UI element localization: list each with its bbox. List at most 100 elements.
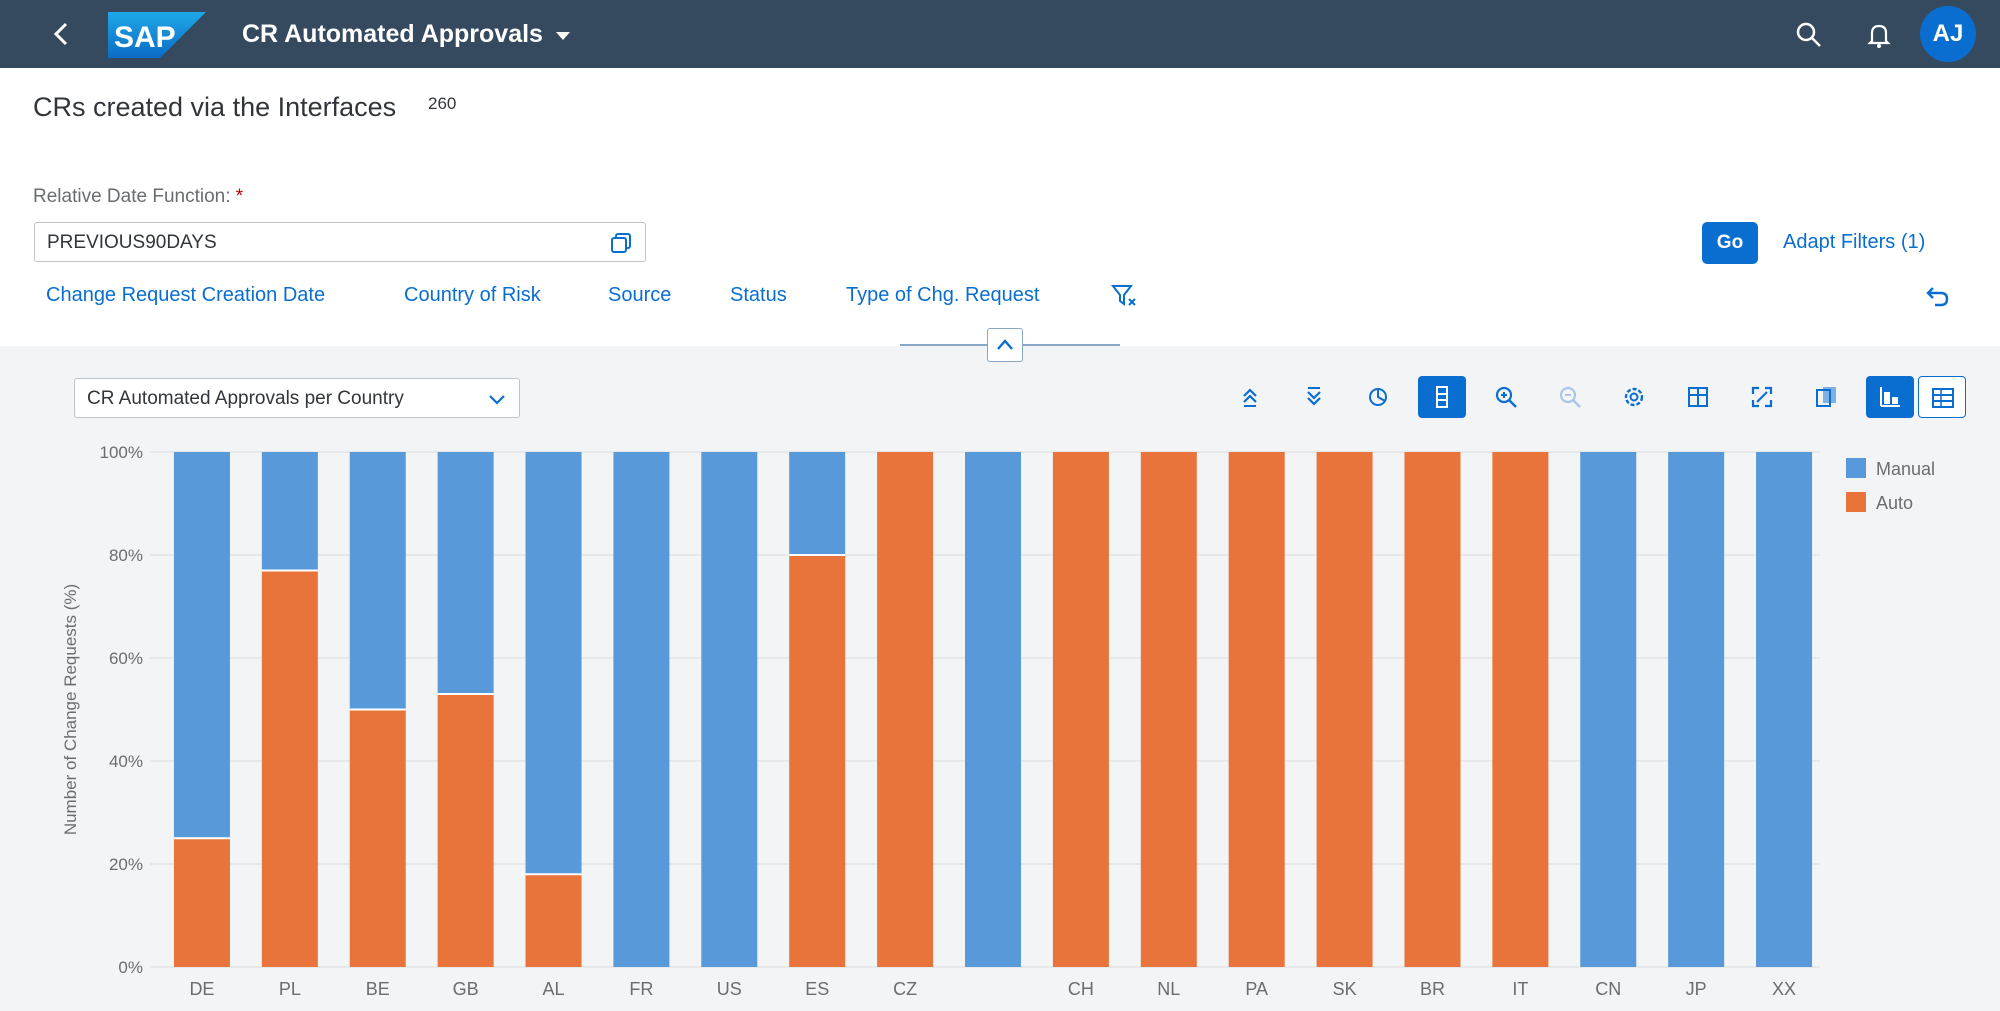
- bar-manual-AL: [525, 452, 582, 875]
- x-tick-label: IT: [1512, 979, 1528, 999]
- y-tick-label: 0%: [118, 958, 143, 977]
- settings-button[interactable]: [1610, 376, 1658, 418]
- date-function-value[interactable]: PREVIOUS90DAYS: [47, 232, 217, 253]
- shell-bar: SAP CR Automated Approvals AJ: [0, 0, 2000, 68]
- date-function-input[interactable]: PREVIOUS90DAYS: [34, 222, 646, 262]
- x-tick-label: JP: [1686, 979, 1707, 999]
- notifications-bell-icon[interactable]: [1864, 20, 1894, 50]
- bar-manual-GB: [437, 452, 494, 695]
- sap-logo[interactable]: SAP: [108, 12, 206, 58]
- bar-manual-FR: [613, 452, 670, 967]
- app-title-menu[interactable]: CR Automated Approvals: [242, 20, 543, 48]
- chevron-up-icon[interactable]: [988, 329, 1022, 361]
- bar-view-icon: [1436, 386, 1448, 408]
- bar-auto-PA: [1228, 452, 1285, 967]
- x-tick-label: PL: [279, 979, 301, 999]
- x-tick-label: GB: [453, 979, 479, 999]
- bar-auto-NL: [1140, 452, 1197, 967]
- required-mark: *: [235, 186, 244, 207]
- legend-swatch-manual: [1846, 458, 1866, 478]
- go-button[interactable]: Go: [1702, 222, 1758, 264]
- x-tick-label: US: [717, 979, 742, 999]
- record-count: 260: [428, 94, 457, 113]
- bar-auto-SK: [1316, 452, 1373, 967]
- y-tick-label: 20%: [109, 855, 143, 874]
- x-tick-label: ES: [805, 979, 829, 999]
- bar-auto-GB: [437, 694, 494, 967]
- collapse-header-button[interactable]: [987, 328, 1023, 362]
- x-tick-label: XX: [1772, 979, 1796, 999]
- drill-down-icon: [1307, 387, 1321, 406]
- bar-manual-US: [701, 452, 758, 967]
- bar-manual-PL: [261, 452, 318, 571]
- app-menu-caret-icon[interactable]: [556, 32, 570, 40]
- chart-view-button[interactable]: [1866, 376, 1914, 418]
- details-icon: [1688, 387, 1708, 407]
- undo-icon[interactable]: [1924, 282, 1952, 310]
- drill-up-button[interactable]: [1226, 376, 1274, 418]
- bar-auto-ES: [789, 555, 846, 967]
- chart-view-icon: [1880, 387, 1900, 407]
- legend-label-manual: Manual: [1876, 459, 1935, 479]
- zoom-out-button[interactable]: [1546, 376, 1594, 418]
- x-tick-label: BE: [366, 979, 390, 999]
- bar-auto-BE: [349, 709, 406, 967]
- date-function-label-text: Relative Date Function:: [33, 186, 231, 207]
- chart-selector[interactable]: CR Automated Approvals per Country: [74, 378, 520, 418]
- sap-logo-text: SAP: [114, 21, 176, 54]
- filter-creation-date[interactable]: Change Request Creation Date: [46, 284, 326, 306]
- x-tick-label: CN: [1595, 979, 1621, 999]
- filter-status[interactable]: Status: [730, 284, 787, 306]
- clear-filters-icon[interactable]: [1110, 282, 1138, 310]
- bar-auto-BR: [1404, 452, 1461, 967]
- bar-manual-blank: [965, 452, 1021, 967]
- filter-type-of-chg-request[interactable]: Type of Chg. Request: [846, 284, 1040, 306]
- table-view-button[interactable]: [1918, 376, 1966, 418]
- bar-auto-PL: [261, 570, 318, 967]
- legend-icon: [1369, 388, 1387, 406]
- drill-up-icon: [1243, 388, 1257, 407]
- filter-source[interactable]: Source: [608, 284, 672, 306]
- value-help-icon[interactable]: [609, 231, 633, 255]
- stacked-bar-chart: 0% 20% 40% 60% 80% 100% Number of Change Reque…: [61, 443, 1935, 999]
- y-axis-label: Number of Change Requests (%): [61, 584, 80, 835]
- back-icon[interactable]: [46, 18, 78, 50]
- details-button[interactable]: [1674, 376, 1722, 418]
- filter-country-of-risk[interactable]: Country of Risk: [404, 284, 541, 306]
- zoom-out-icon: [1559, 386, 1581, 408]
- x-tick-label: NL: [1157, 979, 1180, 999]
- x-tick-label: DE: [189, 979, 214, 999]
- zoom-in-button[interactable]: [1482, 376, 1530, 418]
- bar-auto-CZ: [877, 452, 934, 967]
- bar-auto-AL: [525, 874, 582, 967]
- chevron-down-icon[interactable]: [487, 389, 507, 409]
- bar-manual-DE: [173, 452, 230, 839]
- x-tick-label: CH: [1068, 979, 1094, 999]
- bar-manual-ES: [789, 452, 846, 555]
- x-tick-label: SK: [1333, 979, 1357, 999]
- bar-auto-CH: [1052, 452, 1109, 967]
- fullscreen-icon: [1751, 386, 1773, 408]
- table-view-icon: [1932, 388, 1954, 408]
- user-avatar[interactable]: AJ: [1920, 6, 1976, 62]
- bar-view-button[interactable]: [1418, 376, 1466, 418]
- zoom-in-icon: [1495, 386, 1517, 408]
- adapt-filters-button[interactable]: Adapt Filters (1): [1783, 231, 1926, 253]
- bar-auto-DE: [173, 838, 230, 967]
- x-tick-label: AL: [543, 979, 565, 999]
- legend-button[interactable]: [1354, 376, 1402, 418]
- y-tick-label: 100%: [100, 443, 143, 462]
- x-tick-label: CZ: [893, 979, 917, 999]
- fullscreen-button[interactable]: [1738, 376, 1786, 418]
- y-tick-label: 80%: [109, 546, 143, 565]
- chart-selector-value[interactable]: CR Automated Approvals per Country: [87, 388, 404, 409]
- bar-manual-CN: [1580, 452, 1637, 967]
- bar-manual-XX: [1756, 452, 1813, 967]
- legend-label-auto: Auto: [1876, 493, 1913, 513]
- date-function-label: Relative Date Function: *: [33, 186, 243, 208]
- search-icon[interactable]: [1794, 20, 1824, 50]
- drill-down-button[interactable]: [1290, 376, 1338, 418]
- page-title: CRs created via the Interfaces: [33, 92, 397, 122]
- export-button[interactable]: [1802, 376, 1850, 418]
- bar-manual-BE: [349, 452, 406, 710]
